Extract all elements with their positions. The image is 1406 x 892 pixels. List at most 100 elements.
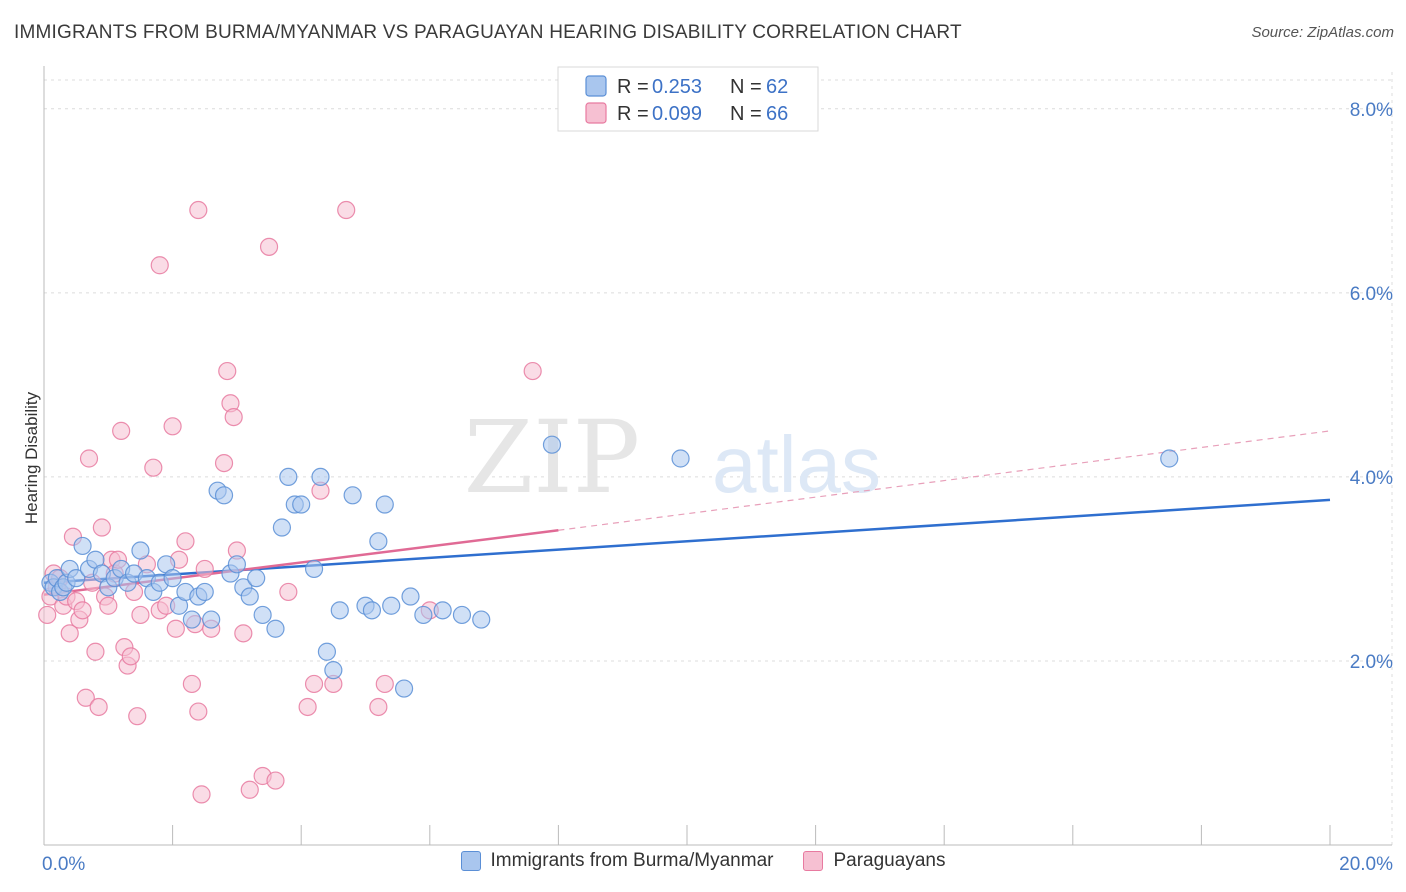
watermark-atlas: atlas	[712, 420, 881, 509]
point-burma-45	[324, 661, 343, 680]
point-burma-47	[343, 486, 362, 505]
point-burma-43	[311, 467, 330, 487]
point-paraguayans-17	[92, 518, 111, 537]
point-paraguayans-15	[86, 642, 105, 661]
y-tick-label-1: 4.0%	[1350, 468, 1393, 489]
point-burma-51	[375, 495, 394, 514]
point-paraguayans-23	[112, 421, 131, 440]
legend-label-burma: Immigrants from Burma/Myanmar	[490, 850, 774, 871]
point-burma-60	[671, 449, 690, 468]
n-value-0: 62	[766, 76, 788, 98]
point-burma-46	[330, 601, 349, 620]
n-value-1: 66	[766, 103, 788, 125]
point-paraguayans-47	[224, 407, 243, 427]
r-label-0: R =	[617, 76, 649, 98]
point-paraguayans-35	[166, 619, 185, 638]
tick-labels: 2.0% 4.0% 6.0% 8.0% 0.0% 20.0%	[42, 100, 1393, 875]
x-tick-label-max: 20.0%	[1339, 854, 1393, 875]
axes: Hearing Disability	[22, 66, 1392, 846]
point-burma-41	[292, 495, 311, 514]
point-burma-49	[362, 601, 382, 620]
point-burma-38	[272, 518, 292, 537]
legend-swatch-burma	[460, 851, 481, 871]
y-tick-label-2: 6.0%	[1350, 284, 1393, 305]
point-paraguayans-49	[234, 624, 253, 643]
point-burma-32	[227, 555, 246, 574]
y-tick-label-3: 8.0%	[1350, 100, 1393, 121]
point-paraguayans-61	[189, 200, 208, 220]
point-burma-7	[67, 569, 86, 588]
point-burma-8	[73, 536, 92, 556]
n-label-1: N =	[730, 103, 762, 125]
point-burma-53	[394, 679, 414, 698]
point-paraguayans-64	[523, 361, 542, 381]
point-paraguayans-44	[214, 454, 234, 473]
series-legend: Immigrants from Burma/Myanmar Paraguayan…	[0, 850, 1406, 872]
point-burma-30	[214, 486, 234, 505]
point-burma-50	[369, 532, 388, 551]
point-burma-54	[401, 587, 420, 606]
point-paraguayans-52	[259, 237, 279, 256]
point-paraguayans-37	[176, 532, 195, 551]
point-burma-17	[131, 541, 150, 560]
point-paraguayans-38	[182, 674, 201, 694]
point-paraguayans-19	[99, 596, 118, 615]
point-paraguayans-42	[195, 559, 214, 579]
point-paraguayans-56	[304, 674, 324, 694]
point-paraguayans-40	[189, 702, 208, 721]
r-label-1: R =	[617, 103, 649, 125]
point-paraguayans-7	[60, 624, 79, 643]
point-burma-55	[414, 605, 433, 625]
point-burma-27	[195, 582, 214, 602]
point-burma-34	[240, 587, 259, 606]
point-burma-42	[304, 559, 324, 579]
point-burma-44	[317, 642, 337, 661]
point-paraguayans-0	[38, 605, 57, 625]
y-tick-label-0: 2.0%	[1350, 652, 1393, 673]
point-paraguayans-16	[89, 697, 108, 717]
point-burma-61	[1160, 449, 1179, 468]
r-value-1: 0.099	[652, 103, 702, 125]
point-burma-35	[247, 569, 266, 588]
point-burma-59	[542, 435, 562, 454]
point-burma-25	[182, 610, 201, 629]
point-paraguayans-11	[73, 601, 92, 620]
correlation-swatch-1	[585, 102, 607, 124]
point-paraguayans-54	[279, 582, 298, 602]
legend-item-paraguayans[interactable]: Paraguayans	[803, 850, 945, 872]
point-burma-37	[266, 619, 285, 638]
point-burma-22	[163, 569, 182, 588]
trend-line-extension-1	[558, 430, 1331, 531]
point-burma-57	[452, 605, 472, 625]
point-burma-56	[433, 601, 452, 620]
point-burma-58	[472, 610, 491, 629]
data-points	[38, 200, 1179, 804]
point-paraguayans-45	[218, 361, 237, 381]
y-axis-title: Hearing Disability	[22, 391, 41, 524]
point-paraguayans-12	[76, 688, 95, 707]
point-paraguayans-63	[150, 256, 169, 275]
watermark-zip: ZIP	[464, 399, 640, 516]
point-paraguayans-53	[266, 771, 285, 790]
point-paraguayans-50	[240, 780, 259, 799]
point-burma-39	[279, 467, 298, 487]
correlation-legend: R = 0.253 N = 62 R = 0.099 N = 66	[557, 66, 819, 132]
point-burma-52	[382, 596, 401, 615]
point-paraguayans-34	[163, 417, 182, 436]
point-paraguayans-13	[79, 449, 99, 468]
point-paraguayans-26	[121, 647, 140, 666]
point-paraguayans-29	[131, 605, 150, 625]
watermark: ZIP atlas	[464, 399, 881, 516]
legend-swatch-paraguayans	[803, 851, 824, 871]
chart-title: IMMIGRANTS FROM BURMA/MYANMAR VS PARAGUA…	[14, 22, 962, 43]
point-paraguayans-31	[144, 458, 163, 477]
point-paraguayans-28	[128, 707, 147, 726]
point-burma-28	[202, 610, 221, 629]
x-tick-label-min: 0.0%	[42, 854, 85, 875]
correlation-swatch-0	[585, 75, 607, 97]
legend-item-burma[interactable]: Immigrants from Burma/Myanmar	[460, 850, 774, 872]
point-paraguayans-59	[369, 697, 388, 717]
point-burma-36	[253, 605, 272, 625]
point-paraguayans-62	[337, 200, 356, 220]
